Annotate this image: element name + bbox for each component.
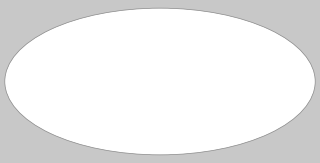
Ellipse shape bbox=[5, 8, 315, 155]
